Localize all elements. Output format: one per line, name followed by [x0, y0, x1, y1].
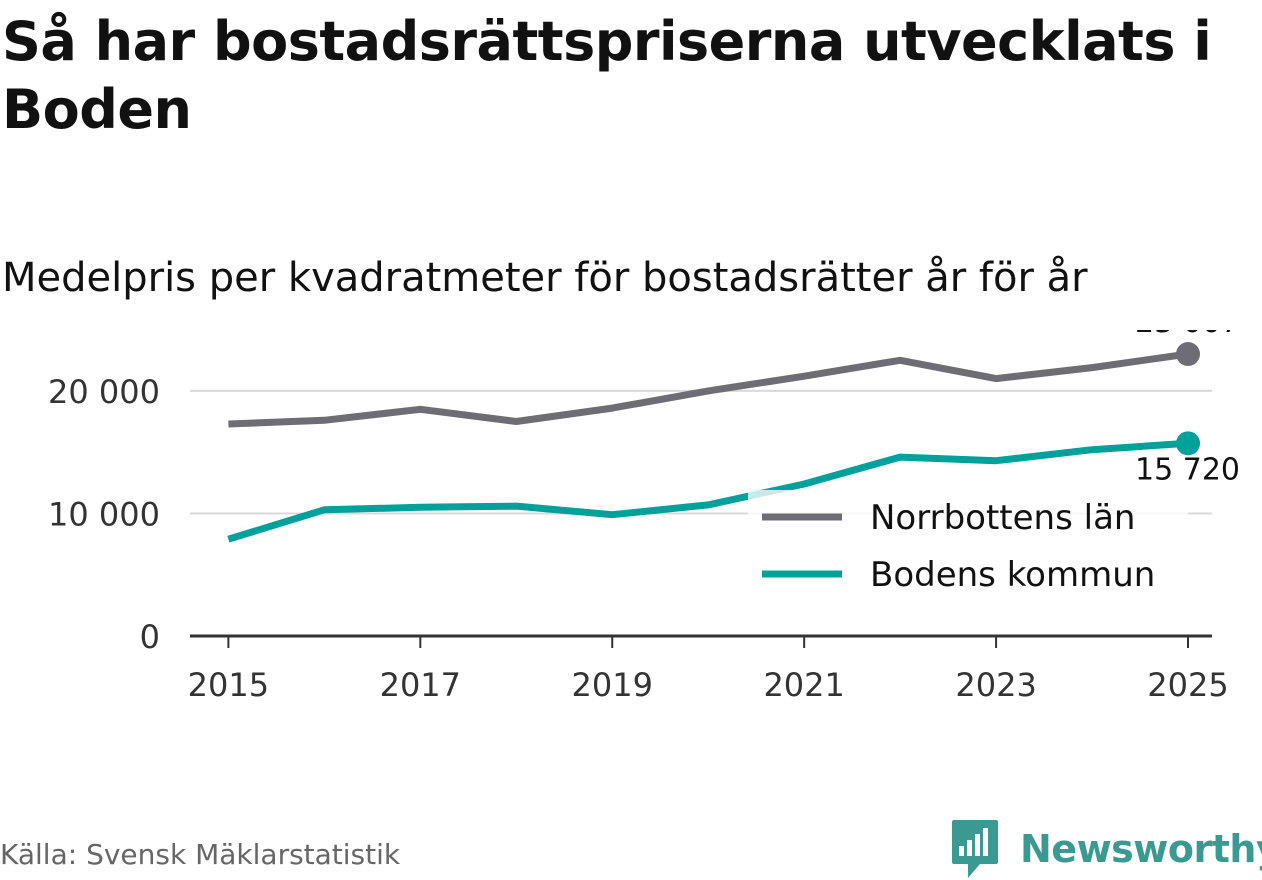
source-note: Källa: Svensk Mäklarstatistik [0, 838, 401, 871]
end-point-marker [1176, 431, 1201, 456]
x-tick-label: 2025 [1147, 666, 1228, 700]
label-layer: 23 007 15 720 [1135, 330, 1240, 487]
newsworthy-logo-icon [952, 820, 998, 878]
legend-label: Norrbottens län [870, 498, 1135, 538]
legend-label: Bodens kommun [870, 555, 1155, 595]
x-tick-label: 2023 [955, 666, 1036, 700]
chart-title: Så har bostadsrättspriserna utvecklats i… [2, 10, 1212, 141]
legend: Norrbottens län Bodens kommun [748, 490, 1188, 620]
x-tick-label: 2015 [188, 666, 269, 700]
series-layer [227, 342, 1201, 543]
line-norrbottens-lan [228, 350, 1189, 428]
axis-layer: 0 10 000 20 000 2015 2017 2019 2021 2023 2025 [48, 373, 1229, 700]
end-value-label-norrbotten: 23 007 [1135, 330, 1240, 340]
legend-background [748, 490, 1188, 620]
chart-subtitle: Medelpris per kvadratmeter för bostadsrä… [2, 255, 1088, 301]
line-chart: 0 10 000 20 000 2015 2017 2019 2021 2023 2025 23… [48, 330, 1240, 700]
y-tick-label: 20 000 [48, 373, 160, 411]
end-point-marker [1176, 342, 1201, 367]
y-tick-label: 0 [140, 618, 160, 656]
brand-name: Newsworthy [1020, 827, 1262, 871]
y-tick-label: 10 000 [48, 495, 160, 533]
x-tick-label: 2019 [572, 666, 653, 700]
brand-logo[interactable]: Newsworthy [950, 818, 1262, 880]
x-tick-label: 2017 [380, 666, 461, 700]
end-value-label-boden: 15 720 [1135, 452, 1240, 487]
x-tick-label: 2021 [763, 666, 844, 700]
line-bodens-kommun [227, 439, 1189, 543]
